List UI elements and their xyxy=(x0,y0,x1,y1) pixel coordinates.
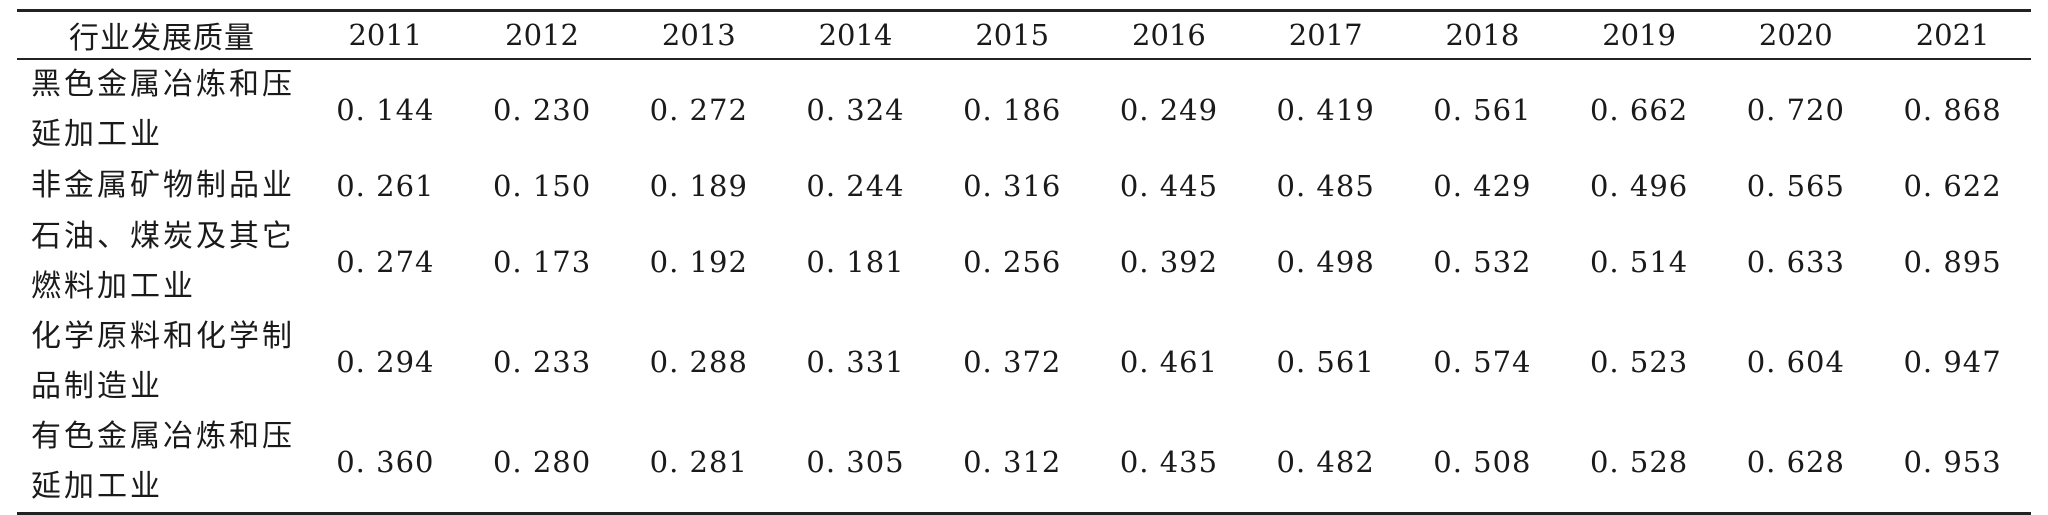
value-cell: 0. 868 xyxy=(1903,93,2002,127)
value-cell: 0. 947 xyxy=(1903,345,2002,379)
value-cell: 0. 574 xyxy=(1433,345,1532,379)
table-row: 石油、煤炭及其它燃料加工业 0. 274 0. 173 0. 192 0. 18… xyxy=(17,212,2031,312)
value-cell: 0. 189 xyxy=(649,169,748,203)
year-header: 2012 xyxy=(505,18,579,52)
value-cell: 0. 532 xyxy=(1433,245,1532,279)
value-cell: 0. 372 xyxy=(963,345,1062,379)
value-cell: 0. 312 xyxy=(963,445,1062,479)
value-cell: 0. 482 xyxy=(1276,445,1375,479)
year-header: 2013 xyxy=(661,18,736,52)
value-cell: 0. 256 xyxy=(963,245,1062,279)
value-cell: 0. 445 xyxy=(1119,169,1219,203)
value-cell: 0. 233 xyxy=(492,345,592,379)
year-header: 2018 xyxy=(1445,18,1520,52)
value-cell: 0. 953 xyxy=(1903,445,2002,479)
value-cell: 0. 419 xyxy=(1276,93,1375,127)
value-cell: 0. 528 xyxy=(1589,445,1689,479)
value-cell: 0. 280 xyxy=(492,445,592,479)
value-cell: 0. 249 xyxy=(1119,93,1219,127)
year-header: 2020 xyxy=(1758,18,1833,52)
value-cell: 0. 281 xyxy=(649,445,748,479)
value-cell: 0. 565 xyxy=(1746,169,1845,203)
value-cell: 0. 173 xyxy=(492,245,592,279)
industry-name-cell: 黑色金属冶炼和压延加工业 xyxy=(31,67,295,152)
table-header-row: 行业发展质量 2011 2012 2013 2014 2015 2016 201… xyxy=(17,10,2031,59)
industry-name-cell: 有色金属冶炼和压延加工业 xyxy=(31,419,295,504)
value-cell: 0. 662 xyxy=(1589,93,1689,127)
industry-name-cell: 石油、煤炭及其它燃料加工业 xyxy=(31,219,295,304)
value-cell: 0. 561 xyxy=(1276,345,1375,379)
value-cell: 0. 392 xyxy=(1119,245,1219,279)
value-cell: 0. 261 xyxy=(336,169,435,203)
value-cell: 0. 274 xyxy=(336,245,435,279)
value-cell: 0. 294 xyxy=(336,345,435,379)
industry-name-cell: 非金属矿物制品业 xyxy=(31,168,295,203)
value-cell: 0. 324 xyxy=(806,93,905,127)
value-cell: 0. 561 xyxy=(1433,93,1532,127)
value-cell: 0. 633 xyxy=(1746,245,1845,279)
table-row: 有色金属冶炼和压延加工业 0. 360 0. 280 0. 281 0. 305… xyxy=(17,412,2031,514)
value-cell: 0. 508 xyxy=(1433,445,1532,479)
industry-name-cell: 化学原料和化学制品制造业 xyxy=(31,319,295,404)
value-cell: 0. 331 xyxy=(806,345,905,379)
value-cell: 0. 192 xyxy=(649,245,748,279)
table-row: 非金属矿物制品业 0. 261 0. 150 0. 189 0. 244 0. … xyxy=(17,160,2031,212)
value-cell: 0. 604 xyxy=(1746,345,1845,379)
industry-quality-table: 行业发展质量 2011 2012 2013 2014 2015 2016 201… xyxy=(17,9,2031,515)
year-header: 2014 xyxy=(818,18,893,52)
value-cell: 0. 272 xyxy=(649,93,748,127)
year-header: 2016 xyxy=(1132,18,1206,52)
value-cell: 0. 305 xyxy=(806,445,905,479)
value-cell: 0. 150 xyxy=(492,169,592,203)
industry-quality-table-container: 行业发展质量 2011 2012 2013 2014 2015 2016 201… xyxy=(17,9,2031,515)
value-cell: 0. 435 xyxy=(1119,445,1219,479)
year-header: 2011 xyxy=(348,18,423,52)
value-cell: 0. 186 xyxy=(963,93,1062,127)
value-cell: 0. 514 xyxy=(1589,245,1689,279)
value-cell: 0. 181 xyxy=(806,245,905,279)
year-header: 2015 xyxy=(975,18,1050,52)
industry-column-header: 行业发展质量 xyxy=(69,21,255,56)
year-header: 2021 xyxy=(1915,18,1990,52)
value-cell: 0. 288 xyxy=(649,345,748,379)
value-cell: 0. 498 xyxy=(1276,245,1375,279)
value-cell: 0. 429 xyxy=(1433,169,1532,203)
value-cell: 0. 144 xyxy=(336,93,435,127)
year-header: 2017 xyxy=(1288,18,1363,52)
value-cell: 0. 895 xyxy=(1903,245,2002,279)
value-cell: 0. 230 xyxy=(492,93,592,127)
value-cell: 0. 360 xyxy=(336,445,435,479)
value-cell: 0. 496 xyxy=(1589,169,1689,203)
value-cell: 0. 485 xyxy=(1276,169,1375,203)
value-cell: 0. 720 xyxy=(1746,93,1845,127)
value-cell: 0. 523 xyxy=(1589,345,1689,379)
value-cell: 0. 316 xyxy=(963,169,1062,203)
value-cell: 0. 628 xyxy=(1746,445,1845,479)
value-cell: 0. 622 xyxy=(1903,169,2002,203)
table-row: 化学原料和化学制品制造业 0. 294 0. 233 0. 288 0. 331… xyxy=(17,312,2031,412)
table-row: 黑色金属冶炼和压延加工业 0. 144 0. 230 0. 272 0. 324… xyxy=(17,59,2031,160)
value-cell: 0. 244 xyxy=(806,169,905,203)
year-header: 2019 xyxy=(1602,18,1677,52)
value-cell: 0. 461 xyxy=(1119,345,1219,379)
